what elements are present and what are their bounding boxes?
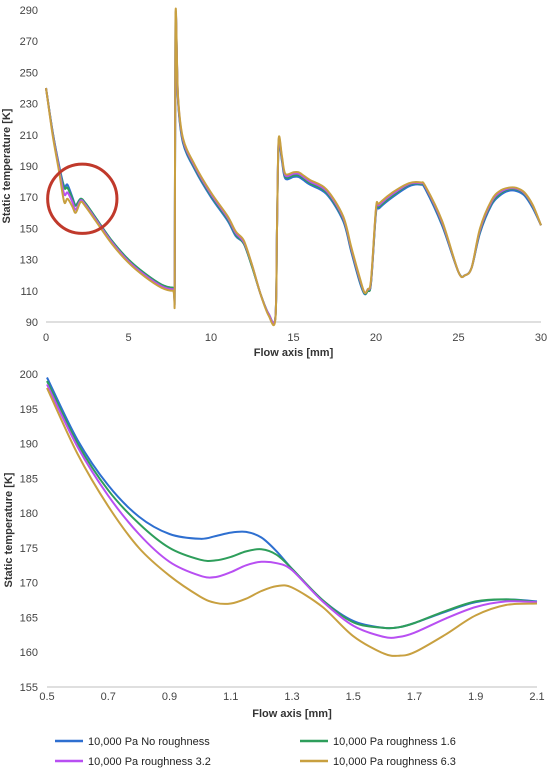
y-axis-title: Static temperature [K] [1, 108, 13, 223]
series-line [45, 10, 542, 325]
x-tick-label: 0.7 [101, 691, 116, 703]
series-line [45, 7, 542, 327]
chart-overview: 90 110 130 150 170 190 210 230 250 270 290 0 5 10 15 20… [1, 5, 547, 359]
series-line [46, 383, 538, 639]
x-axis-title: Flow axis [mm] [254, 347, 334, 359]
x-tick-label: 1.7 [407, 691, 422, 703]
x-tick-label: 1.3 [284, 691, 299, 703]
legend-label: 10,000 Pa roughness 3.2 [88, 756, 211, 768]
legend-label: 10,000 Pa No roughness [88, 736, 210, 748]
chart-detail: 155 160 165 170 175 180 185 190 195 200 0.5 0.7 0.9 1… [3, 369, 545, 720]
y-tick-label: 170 [20, 578, 38, 590]
y-tick-label: 290 [20, 5, 38, 17]
legend: 10,000 Pa No roughness 10,000 Pa roughnes… [55, 736, 456, 768]
x-tick-label: 20 [370, 332, 382, 344]
x-tick-label: 0.9 [162, 691, 177, 703]
y-tick-label: 190 [20, 439, 38, 451]
series-line [45, 11, 542, 325]
x-tick-label: 5 [125, 332, 131, 344]
y-axis-title: Static temperature [K] [3, 472, 15, 587]
x-tick-label: 15 [287, 332, 299, 344]
y-tick-label: 190 [20, 161, 38, 173]
series-line [46, 380, 538, 630]
y-tick-label: 160 [20, 647, 38, 659]
series-line [46, 377, 538, 630]
x-tick-label: 0 [43, 332, 49, 344]
y-tick-label: 175 [20, 543, 38, 555]
x-tick-label: 1.1 [223, 691, 238, 703]
y-tick-label: 185 [20, 473, 38, 485]
series-line [46, 387, 538, 657]
y-tick-label: 130 [20, 255, 38, 267]
x-tick-label: 25 [452, 332, 464, 344]
y-tick-label: 230 [20, 99, 38, 111]
y-tick-label: 150 [20, 223, 38, 235]
y-tick-label: 110 [20, 286, 38, 298]
series-line [45, 12, 542, 325]
y-tick-label: 90 [26, 317, 38, 329]
y-tick-label: 250 [20, 67, 38, 79]
y-tick-label: 200 [20, 369, 38, 381]
y-tick-label: 155 [20, 682, 38, 694]
x-tick-label: 1.5 [346, 691, 361, 703]
legend-label: 10,000 Pa roughness 1.6 [333, 736, 456, 748]
y-tick-label: 210 [20, 130, 38, 142]
highlight-circle [46, 162, 119, 235]
y-tick-label: 170 [20, 192, 38, 204]
x-tick-label: 10 [205, 332, 217, 344]
x-tick-label: 30 [535, 332, 547, 344]
y-tick-label: 165 [20, 612, 38, 624]
y-tick-label: 180 [20, 508, 38, 520]
x-axis-title: Flow axis [mm] [252, 708, 332, 720]
x-tick-label: 0.5 [39, 691, 54, 703]
x-tick-label: 2.1 [529, 691, 544, 703]
y-tick-label: 270 [20, 36, 38, 48]
y-tick-label: 195 [20, 404, 38, 416]
x-tick-label: 1.9 [468, 691, 483, 703]
legend-label: 10,000 Pa roughness 6.3 [333, 756, 456, 768]
